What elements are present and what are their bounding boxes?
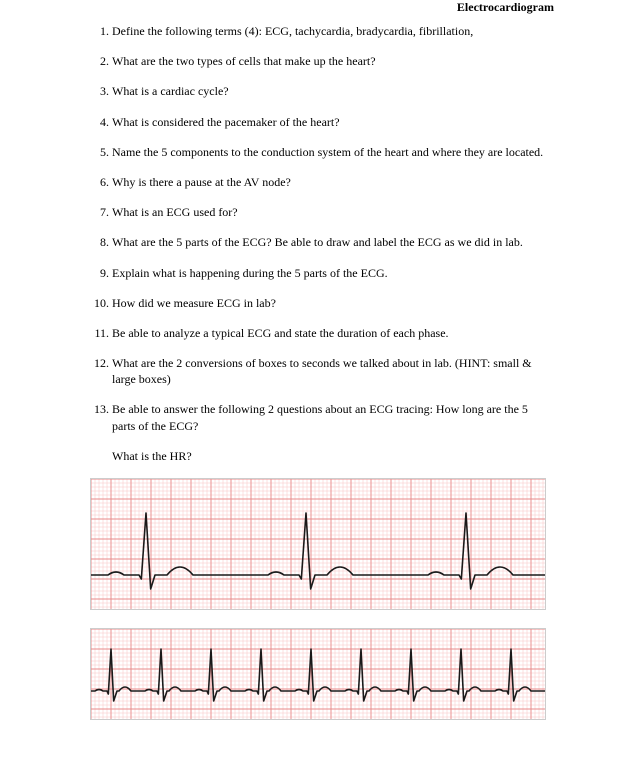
question-text: What are the two types of cells that mak… xyxy=(112,54,376,68)
question-item: What are the 5 parts of the ECG? Be able… xyxy=(112,234,544,250)
question-text: What is an ECG used for? xyxy=(112,205,238,219)
question-item: What is a cardiac cycle? xyxy=(112,83,544,99)
question-subtext: What is the HR? xyxy=(112,448,544,464)
question-item: Name the 5 components to the conduction … xyxy=(112,144,544,160)
question-item: What are the two types of cells that mak… xyxy=(112,53,544,69)
ecg-svg-fast xyxy=(90,628,546,720)
ecg-chart-2 xyxy=(90,628,544,720)
question-item: Define the following terms (4): ECG, tac… xyxy=(112,23,544,39)
question-item: Be able to answer the following 2 questi… xyxy=(112,401,544,464)
question-item: Be able to analyze a typical ECG and sta… xyxy=(112,325,544,341)
question-text: Name the 5 components to the conduction … xyxy=(112,145,543,159)
question-text: Define the following terms (4): ECG, tac… xyxy=(112,24,473,38)
question-item: Explain what is happening during the 5 p… xyxy=(112,265,544,281)
question-text: What is a cardiac cycle? xyxy=(112,84,229,98)
question-text: How did we measure ECG in lab? xyxy=(112,296,276,310)
question-item: What are the 2 conversions of boxes to s… xyxy=(112,355,544,387)
question-item: Why is there a pause at the AV node? xyxy=(112,174,544,190)
page-title: Electrocardiogram xyxy=(90,0,554,23)
page: Electrocardiogram Define the following t… xyxy=(0,0,634,758)
question-item: What is an ECG used for? xyxy=(112,204,544,220)
question-text: Be able to answer the following 2 questi… xyxy=(112,402,528,432)
question-text: Explain what is happening during the 5 p… xyxy=(112,266,388,280)
question-text: What are the 5 parts of the ECG? Be able… xyxy=(112,235,523,249)
ecg-chart-1 xyxy=(90,478,544,610)
question-text: Be able to analyze a typical ECG and sta… xyxy=(112,326,449,340)
question-text: What is considered the pacemaker of the … xyxy=(112,115,340,129)
question-list: Define the following terms (4): ECG, tac… xyxy=(90,23,544,464)
question-text: Why is there a pause at the AV node? xyxy=(112,175,291,189)
question-item: What is considered the pacemaker of the … xyxy=(112,114,544,130)
ecg-svg-normal xyxy=(90,478,546,610)
question-item: How did we measure ECG in lab? xyxy=(112,295,544,311)
question-text: What are the 2 conversions of boxes to s… xyxy=(112,356,532,386)
